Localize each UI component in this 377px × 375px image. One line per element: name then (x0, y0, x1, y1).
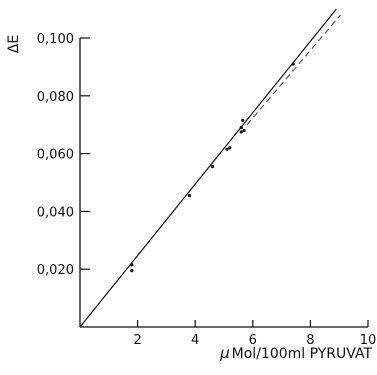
data-point (210, 165, 215, 169)
data-point (130, 269, 134, 273)
data-point (241, 118, 245, 122)
chart-marks (79, 8, 342, 328)
x-axis-title-mu: μ (219, 344, 230, 362)
x-axis-title-text: Mol/100ml PYRUVAT (232, 346, 373, 362)
data-point (187, 193, 192, 198)
data-point (239, 130, 243, 134)
data-point (242, 128, 246, 133)
x-tick-label: 2 (133, 333, 141, 348)
y-tick-label: 0,040 (37, 205, 74, 220)
data-point (228, 146, 232, 150)
solid-fit-line (79, 8, 337, 328)
y-tick-label: 0,080 (37, 90, 74, 105)
dashed-fit-line (246, 14, 342, 126)
x-tick-label: 10 (360, 333, 377, 348)
data-point (225, 147, 229, 151)
tick-marks (80, 37, 369, 327)
x-tick-label: 6 (249, 333, 257, 348)
x-tick-label: 4 (191, 333, 199, 348)
x-axis-title: μ Mol/100ml PYRUVAT (219, 344, 372, 362)
y-tick-label: 0,020 (37, 263, 74, 278)
y-axis-title: ΔE (6, 35, 22, 53)
x-tick-label: 8 (306, 333, 314, 348)
y-tick-label: 0,060 (37, 148, 74, 163)
y-tick-label: 0,100 (37, 32, 74, 47)
